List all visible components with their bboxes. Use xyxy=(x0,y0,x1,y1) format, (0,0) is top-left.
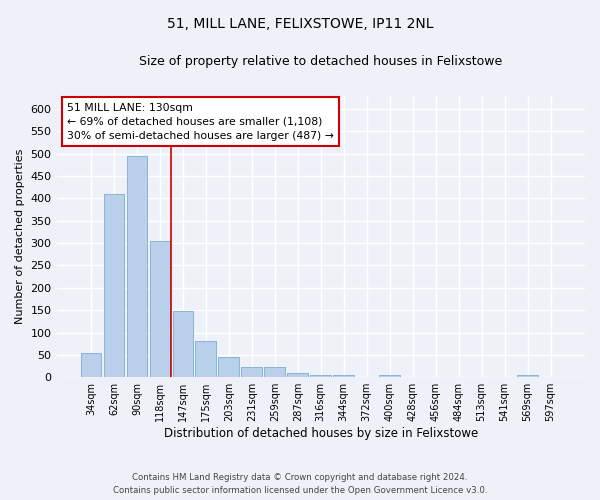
Bar xyxy=(149,241,170,377)
Bar xyxy=(196,342,216,377)
Bar xyxy=(241,368,262,377)
Bar xyxy=(334,375,354,377)
X-axis label: Distribution of detached houses by size in Felixstowe: Distribution of detached houses by size … xyxy=(164,427,478,440)
Text: 51 MILL LANE: 130sqm
← 69% of detached houses are smaller (1,108)
30% of semi-de: 51 MILL LANE: 130sqm ← 69% of detached h… xyxy=(67,102,334,141)
Text: 51, MILL LANE, FELIXSTOWE, IP11 2NL: 51, MILL LANE, FELIXSTOWE, IP11 2NL xyxy=(167,18,433,32)
Bar xyxy=(379,375,400,377)
Bar xyxy=(173,311,193,377)
Title: Size of property relative to detached houses in Felixstowe: Size of property relative to detached ho… xyxy=(139,55,502,68)
Bar xyxy=(218,357,239,377)
Bar xyxy=(287,372,308,377)
Bar xyxy=(127,156,147,377)
Bar xyxy=(80,352,101,377)
Y-axis label: Number of detached properties: Number of detached properties xyxy=(15,148,25,324)
Bar xyxy=(310,374,331,377)
Bar xyxy=(517,375,538,377)
Bar xyxy=(104,194,124,377)
Bar xyxy=(265,368,285,377)
Text: Contains HM Land Registry data © Crown copyright and database right 2024.
Contai: Contains HM Land Registry data © Crown c… xyxy=(113,474,487,495)
